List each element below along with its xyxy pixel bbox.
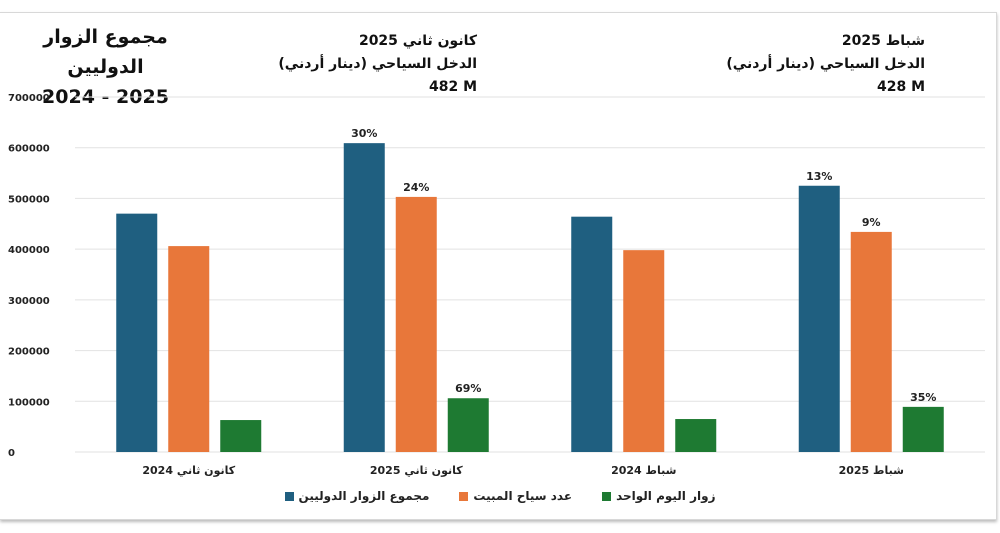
data-label: 13% [806,170,832,183]
y-tick-label: 400000 [8,245,50,256]
chart-legend: زوار اليوم الواحد عدد سياح المبيت مجموع ال… [0,489,1000,503]
bar [902,406,944,452]
legend-label: عدد سياح المبيت [473,489,573,503]
legend-label: زوار اليوم الواحد [616,489,716,503]
x-category-label: شباط 2024 [611,464,676,477]
annotation-feb-2025: شباط 2025 الدخل السياحي (دينار أردني) 42… [700,30,925,99]
data-label: 69% [455,382,481,395]
annotation-jan-2025: كانون ثاني 2025 الدخل السياحي (دينار أرد… [270,30,477,99]
annotation-value: 482 M [428,79,477,95]
annotation-month: شباط 2025 [841,33,925,49]
bar [116,213,158,452]
y-tick-label: 700000 [8,93,50,104]
x-category-label: شباط 2025 [839,464,904,477]
annotation-label: الدخل السياحي (دينار أردني) [278,56,477,72]
data-label: 35% [910,391,936,404]
chart-title: مجموع الزوار الدوليين [43,26,168,78]
bar [447,398,489,452]
legend-item: عدد سياح المبيت [459,489,572,503]
bar [395,196,437,452]
data-label: 24% [403,181,429,194]
bar [850,231,892,452]
bar [220,420,262,452]
y-tick-label: 600000 [8,144,50,155]
legend-swatch [459,491,469,501]
data-label: 9% [862,216,881,229]
annotation-label: الدخل السياحي (دينار أردني) [726,56,925,72]
y-tick-label: 100000 [8,397,50,408]
legend-item: مجموع الزوار الدوليين [284,489,430,503]
chart-title-block: مجموع الزوار الدوليين 2024 - 2025 [8,22,203,112]
x-category-label: كانون ثاني 2025 [370,464,463,477]
bar [623,250,665,452]
legend-item: زوار اليوم الواحد [602,489,715,503]
y-tick-label: 300000 [8,296,50,307]
bar [675,419,717,452]
bar [168,246,210,452]
y-tick-label: 0 [8,448,15,459]
bar [571,216,613,452]
data-label: 30% [351,127,377,140]
bar [798,185,840,452]
legend-label: مجموع الزوار الدوليين [298,489,430,503]
y-tick-label: 500000 [8,194,50,205]
y-tick-label: 200000 [8,347,50,358]
legend-swatch [602,491,612,501]
bar [343,143,385,452]
legend-swatch [284,491,294,501]
annotation-value: 428 M [876,79,925,95]
x-category-label: كانون ثاني 2024 [142,464,235,477]
annotation-month: كانون ثاني 2025 [358,33,477,49]
